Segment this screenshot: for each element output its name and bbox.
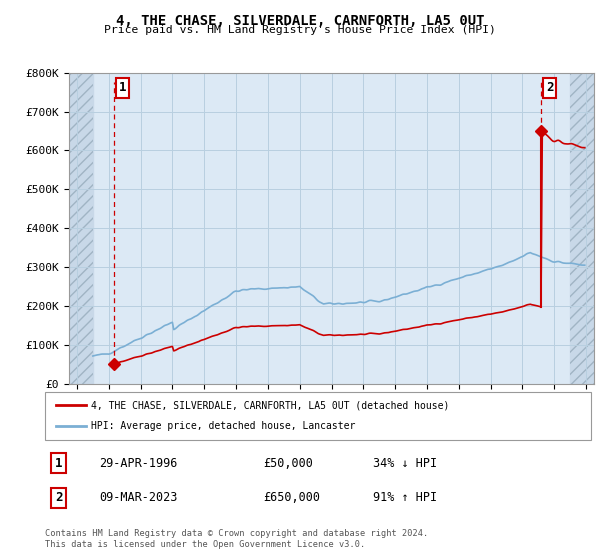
Text: £650,000: £650,000 [263, 491, 320, 504]
Text: 09-MAR-2023: 09-MAR-2023 [100, 491, 178, 504]
Text: HPI: Average price, detached house, Lancaster: HPI: Average price, detached house, Lanc… [91, 421, 356, 431]
Text: 34% ↓ HPI: 34% ↓ HPI [373, 457, 437, 470]
Text: 2: 2 [55, 491, 62, 504]
Text: Price paid vs. HM Land Registry's House Price Index (HPI): Price paid vs. HM Land Registry's House … [104, 25, 496, 35]
Text: 91% ↑ HPI: 91% ↑ HPI [373, 491, 437, 504]
Text: 29-APR-1996: 29-APR-1996 [100, 457, 178, 470]
Text: 1: 1 [119, 81, 126, 95]
Text: 1: 1 [55, 457, 62, 470]
Text: 2: 2 [546, 81, 553, 95]
Bar [570, 73, 594, 384]
Text: Contains HM Land Registry data © Crown copyright and database right 2024.
This d: Contains HM Land Registry data © Crown c… [45, 529, 428, 549]
Bar [69, 73, 93, 384]
Bar [570, 73, 594, 384]
Bar [69, 73, 93, 384]
FancyBboxPatch shape [45, 392, 591, 440]
Text: 4, THE CHASE, SILVERDALE, CARNFORTH, LA5 0UT (detached house): 4, THE CHASE, SILVERDALE, CARNFORTH, LA5… [91, 400, 450, 410]
Text: £50,000: £50,000 [263, 457, 313, 470]
Text: 4, THE CHASE, SILVERDALE, CARNFORTH, LA5 0UT: 4, THE CHASE, SILVERDALE, CARNFORTH, LA5… [116, 14, 484, 28]
